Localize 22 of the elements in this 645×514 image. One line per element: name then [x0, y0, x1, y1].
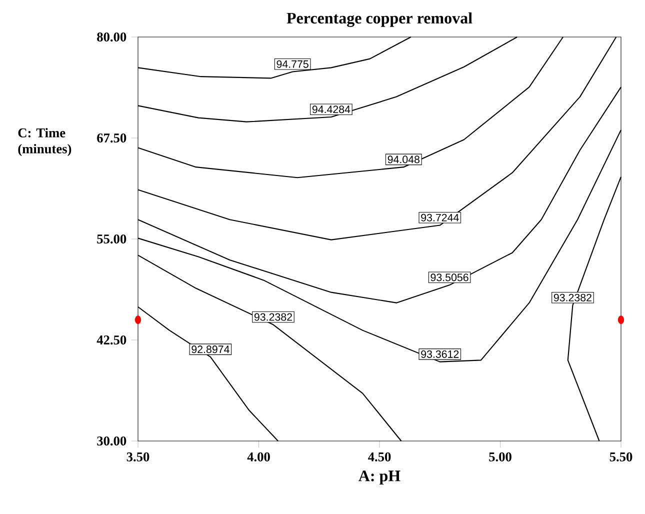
series-label: 94.048: [388, 156, 420, 164]
y-tick-label: 42.50: [96, 335, 126, 345]
x-tick-label: 4.00: [247, 452, 270, 462]
y-tick-label: 67.50: [97, 133, 126, 143]
x-tick-label: 5.50: [610, 452, 632, 462]
x-tick-label: 4.50: [368, 452, 391, 462]
series-label: 93.3612: [421, 350, 459, 358]
y-tick-label: 55.00: [97, 234, 126, 244]
x-tick-label: 3.50: [126, 452, 150, 462]
y-axis-title: C: Time (minutes): [18, 128, 72, 156]
y-tick-label: 30.00: [97, 436, 126, 446]
series-label: 93.2382: [254, 313, 292, 321]
y-tick-label: 80.00: [97, 32, 126, 42]
series-label: 93.7244: [421, 214, 459, 222]
series-label: 94.775: [276, 60, 308, 68]
series-label: 92.8974: [192, 346, 230, 354]
x-axis-title: A: pH: [358, 470, 400, 485]
series-label: 94.4284: [312, 106, 350, 114]
chart-title: Percentage copper removal: [286, 12, 472, 27]
x-tick-label: 5.00: [489, 452, 512, 462]
series-label: 93.2382: [554, 294, 592, 302]
series-label: 93.5056: [430, 274, 468, 282]
